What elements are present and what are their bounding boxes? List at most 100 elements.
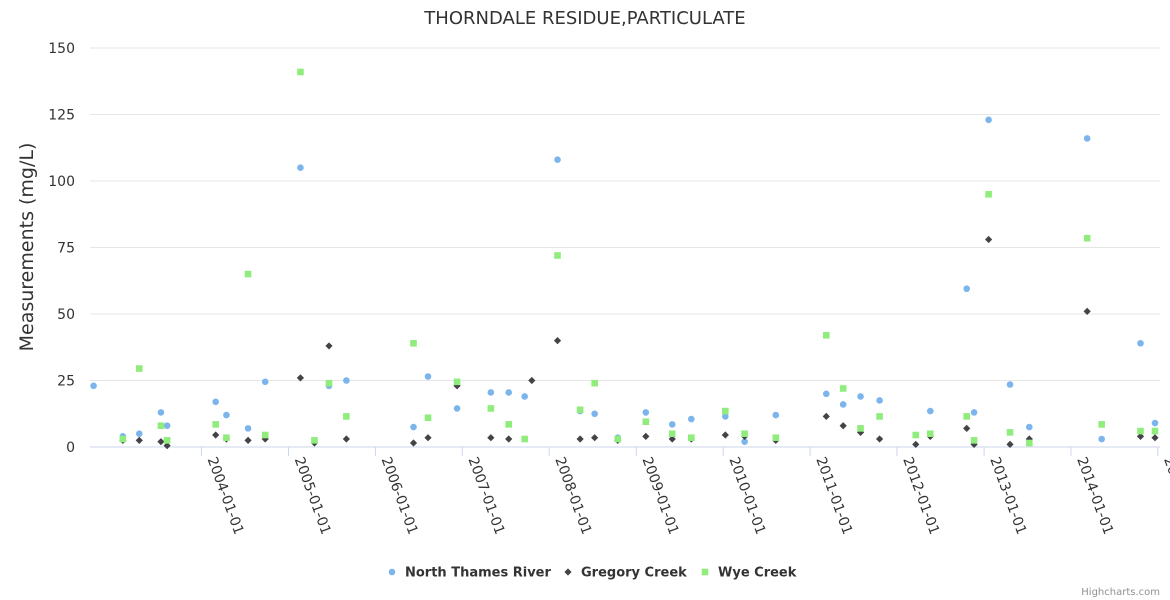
data-point[interactable] — [970, 409, 978, 416]
data-point[interactable] — [325, 342, 333, 350]
data-point[interactable] — [212, 421, 219, 428]
data-point[interactable] — [135, 365, 143, 372]
data-point[interactable] — [296, 374, 305, 382]
data-point[interactable] — [1136, 432, 1145, 440]
data-point[interactable] — [223, 411, 230, 419]
data-point[interactable] — [135, 430, 143, 438]
legend-item-wye-creek[interactable]: Wye Creek — [701, 566, 797, 581]
data-point[interactable] — [163, 422, 171, 430]
data-point[interactable] — [1006, 381, 1014, 388]
data-point[interactable] — [424, 414, 432, 422]
data-point[interactable] — [157, 438, 165, 446]
data-point[interactable] — [1083, 135, 1091, 142]
data-point[interactable] — [839, 422, 847, 430]
data-point[interactable] — [668, 435, 676, 443]
legend-marker[interactable] — [388, 568, 396, 576]
data-point[interactable] — [687, 434, 695, 441]
data-point[interactable] — [521, 393, 528, 400]
credits-text[interactable]: Highcharts.com — [1081, 587, 1160, 598]
data-point[interactable] — [325, 379, 333, 387]
data-point[interactable] — [591, 434, 599, 442]
data-point[interactable] — [876, 397, 883, 404]
data-point[interactable] — [722, 407, 729, 415]
data-point[interactable] — [409, 439, 418, 447]
data-point[interactable] — [554, 156, 561, 164]
data-point[interactable] — [912, 431, 920, 439]
data-point[interactable] — [741, 438, 748, 445]
data-point[interactable] — [772, 434, 780, 441]
data-point[interactable] — [244, 425, 252, 432]
legend-marker[interactable] — [564, 568, 572, 576]
data-point[interactable] — [554, 252, 561, 259]
data-point[interactable] — [163, 442, 171, 450]
data-point[interactable] — [342, 435, 350, 443]
data-point[interactable] — [453, 378, 461, 386]
data-point[interactable] — [985, 235, 993, 244]
data-point[interactable] — [687, 415, 695, 423]
data-point[interactable] — [453, 405, 461, 412]
data-point[interactable] — [163, 437, 171, 444]
data-point[interactable] — [1137, 427, 1144, 435]
data-point[interactable] — [487, 434, 495, 442]
data-point[interactable] — [157, 422, 165, 430]
data-point[interactable] — [297, 164, 304, 171]
data-point[interactable] — [1137, 339, 1144, 347]
data-point[interactable] — [772, 411, 780, 419]
data-point[interactable] — [343, 413, 350, 420]
data-point[interactable] — [721, 431, 729, 439]
data-point[interactable] — [487, 389, 495, 396]
data-point[interactable] — [1026, 439, 1033, 447]
data-point[interactable] — [722, 413, 729, 420]
data-point[interactable] — [505, 389, 513, 396]
data-point[interactable] — [839, 385, 847, 392]
data-point[interactable] — [424, 373, 432, 380]
data-point[interactable] — [875, 435, 884, 443]
data-point[interactable] — [576, 406, 584, 414]
data-point[interactable] — [1151, 427, 1159, 435]
data-point[interactable] — [1006, 429, 1014, 436]
data-point[interactable] — [135, 436, 143, 444]
data-point[interactable] — [912, 440, 920, 448]
data-point[interactable] — [410, 423, 417, 431]
data-point[interactable] — [212, 398, 219, 406]
data-point[interactable] — [876, 413, 883, 420]
data-point[interactable] — [424, 434, 432, 442]
data-point[interactable] — [614, 435, 622, 443]
data-point[interactable] — [839, 401, 847, 408]
data-point[interactable] — [857, 425, 864, 432]
data-point[interactable] — [223, 434, 230, 441]
legend-item-north-thames-river[interactable]: North Thames River — [388, 566, 552, 581]
data-point[interactable] — [487, 405, 495, 412]
data-point[interactable] — [1026, 423, 1033, 431]
data-point[interactable] — [1151, 434, 1159, 442]
legend[interactable]: North Thames River Gregory Creek Wye Creek — [388, 566, 797, 581]
data-point[interactable] — [521, 435, 528, 443]
data-point[interactable] — [642, 418, 650, 426]
data-point[interactable] — [119, 435, 127, 443]
data-point[interactable] — [244, 436, 252, 444]
data-point[interactable] — [1098, 421, 1105, 428]
legend-item-gregory-creek[interactable]: Gregory Creek — [564, 566, 687, 581]
data-point[interactable] — [553, 337, 562, 345]
data-point[interactable] — [1151, 419, 1159, 427]
data-point[interactable] — [591, 410, 598, 418]
data-point[interactable] — [244, 270, 252, 278]
legend-marker[interactable] — [701, 568, 709, 576]
data-point[interactable] — [963, 424, 971, 432]
data-point[interactable] — [212, 431, 220, 439]
data-point[interactable] — [157, 409, 165, 416]
data-point[interactable] — [822, 390, 830, 398]
data-point[interactable] — [297, 68, 304, 76]
data-point[interactable] — [985, 116, 992, 124]
data-point[interactable] — [311, 437, 318, 444]
data-point[interactable] — [668, 421, 676, 428]
data-point[interactable] — [970, 437, 978, 444]
data-point[interactable] — [985, 191, 992, 198]
data-point[interactable] — [90, 382, 97, 390]
data-point[interactable] — [963, 413, 971, 420]
data-point[interactable] — [668, 430, 676, 437]
data-point[interactable] — [576, 435, 584, 443]
data-point[interactable] — [528, 376, 536, 385]
data-point[interactable] — [642, 409, 650, 416]
data-point[interactable] — [1083, 234, 1091, 242]
